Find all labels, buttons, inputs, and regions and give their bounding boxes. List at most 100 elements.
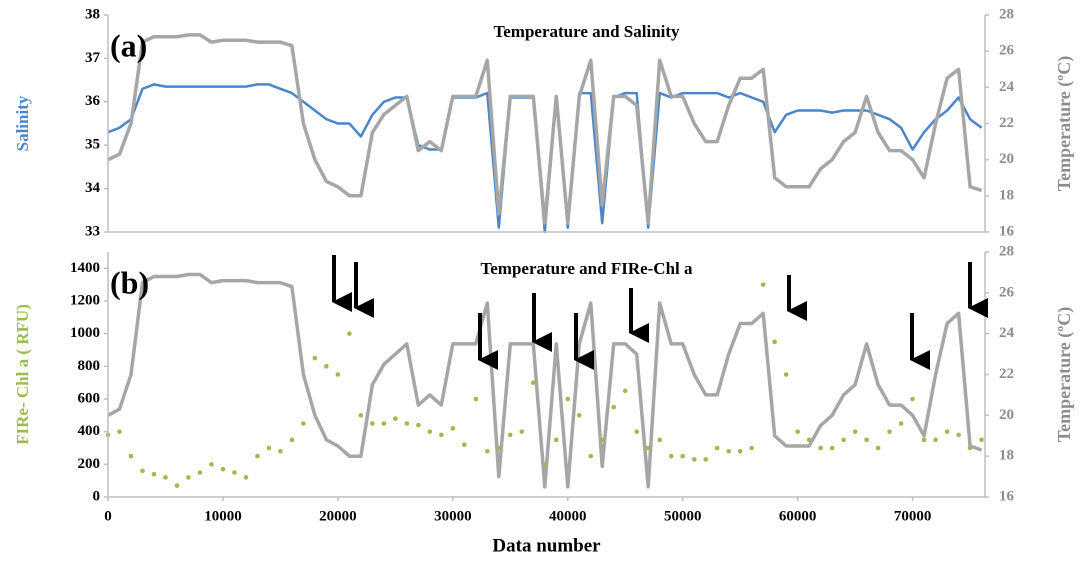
data-point (416, 422, 421, 428)
data-point (117, 429, 122, 434)
data-point (576, 413, 582, 418)
panel-label: (b) (110, 264, 149, 300)
data-point (496, 445, 502, 451)
data-point (381, 421, 387, 426)
y2-tick-label: 26 (999, 43, 1015, 59)
x-axis-title: Data number (492, 535, 601, 556)
data-point (174, 483, 180, 488)
chart-title: Temperature and Salinity (493, 22, 680, 41)
data-point (841, 437, 846, 443)
data-point (220, 466, 226, 472)
y-tick-label: 34 (85, 180, 101, 196)
y-tick-label: 1200 (70, 292, 100, 308)
data-point (427, 429, 433, 434)
data-point (565, 396, 571, 402)
data-point (910, 396, 915, 402)
x-tick-label: 0 (104, 508, 112, 524)
y2-tick-label: 24 (999, 325, 1015, 341)
y2-tick-label: 20 (999, 407, 1014, 423)
data-point (645, 445, 651, 451)
data-point (622, 388, 628, 394)
y2-tick-label: 16 (999, 223, 1015, 239)
data-point (714, 445, 720, 451)
series-line (107, 33, 983, 225)
y-tick-label: 0 (93, 488, 101, 504)
y-tick-label: 38 (85, 6, 100, 22)
data-point (944, 429, 950, 434)
data-point (312, 355, 318, 361)
data-point (358, 413, 364, 418)
y2-tick-label: 26 (999, 284, 1015, 300)
y-tick-label: 33 (85, 223, 100, 239)
data-point (370, 421, 375, 426)
data-point (209, 462, 214, 467)
data-point (289, 437, 295, 443)
y2-tick-label: 24 (999, 79, 1015, 95)
data-point (462, 442, 467, 448)
y2-tick-label: 18 (999, 448, 1014, 464)
x-tick-label: 60000 (779, 508, 817, 524)
data-point (530, 380, 536, 385)
data-point (680, 453, 686, 459)
data-point (151, 471, 157, 477)
data-point (473, 396, 479, 402)
y-tick-label: 36 (85, 93, 101, 109)
y2-tick-label: 28 (999, 243, 1014, 259)
y-tick-label: 400 (78, 423, 101, 439)
data-point (795, 429, 800, 434)
data-point (772, 339, 777, 345)
data-point (806, 437, 812, 443)
y-tick-label: 35 (85, 137, 100, 153)
data-point (186, 475, 191, 480)
data-point (691, 457, 697, 462)
y-axis-title: Salinity (13, 95, 32, 151)
y2-axis-title: Temperature (ºC) (1054, 56, 1075, 191)
data-point (818, 445, 823, 451)
data-point (921, 437, 927, 443)
y2-tick-label: 20 (999, 151, 1014, 167)
data-point (243, 475, 249, 480)
y2-tick-label: 28 (999, 6, 1014, 22)
data-point (507, 432, 513, 438)
data-point (956, 432, 961, 438)
data-point (404, 421, 410, 426)
data-point (335, 372, 341, 377)
data-point (599, 437, 605, 443)
x-tick-label: 40000 (549, 508, 587, 524)
data-point (726, 448, 731, 454)
y-tick-label: 800 (78, 358, 101, 374)
x-tick-label: 10000 (204, 508, 242, 524)
x-tick-label: 50000 (664, 508, 702, 524)
y-axis-title: FIRe- Chl a ( RFU) (13, 304, 32, 445)
data-point (163, 475, 168, 480)
y-tick-label: 600 (78, 390, 101, 406)
y2-tick-label: 18 (999, 187, 1014, 203)
data-point (519, 429, 525, 434)
chart-title: Temperature and FIRe-Chl a (480, 259, 693, 278)
y2-tick-label: 22 (999, 115, 1014, 131)
y-tick-label: 1400 (70, 260, 100, 276)
data-point (140, 468, 145, 474)
x-tick-label: 30000 (434, 508, 472, 524)
series-line (107, 272, 983, 489)
data-point (542, 462, 548, 467)
arrows (332, 255, 988, 370)
data-point (737, 448, 743, 454)
data-point (979, 437, 984, 443)
data-point (852, 429, 858, 434)
data-point (611, 404, 617, 410)
data-point (898, 421, 904, 426)
y-tick-label: 37 (85, 50, 101, 66)
x-tick-label: 20000 (319, 508, 357, 524)
data-point (439, 432, 444, 438)
data-point (703, 457, 708, 462)
data-point (668, 453, 674, 459)
x-tick-label: 70000 (894, 508, 932, 524)
data-point (128, 453, 134, 459)
y-tick-label: 200 (78, 456, 101, 472)
data-point (933, 437, 938, 443)
data-point (553, 437, 559, 443)
data-point (485, 448, 490, 454)
data-point (393, 416, 398, 421)
